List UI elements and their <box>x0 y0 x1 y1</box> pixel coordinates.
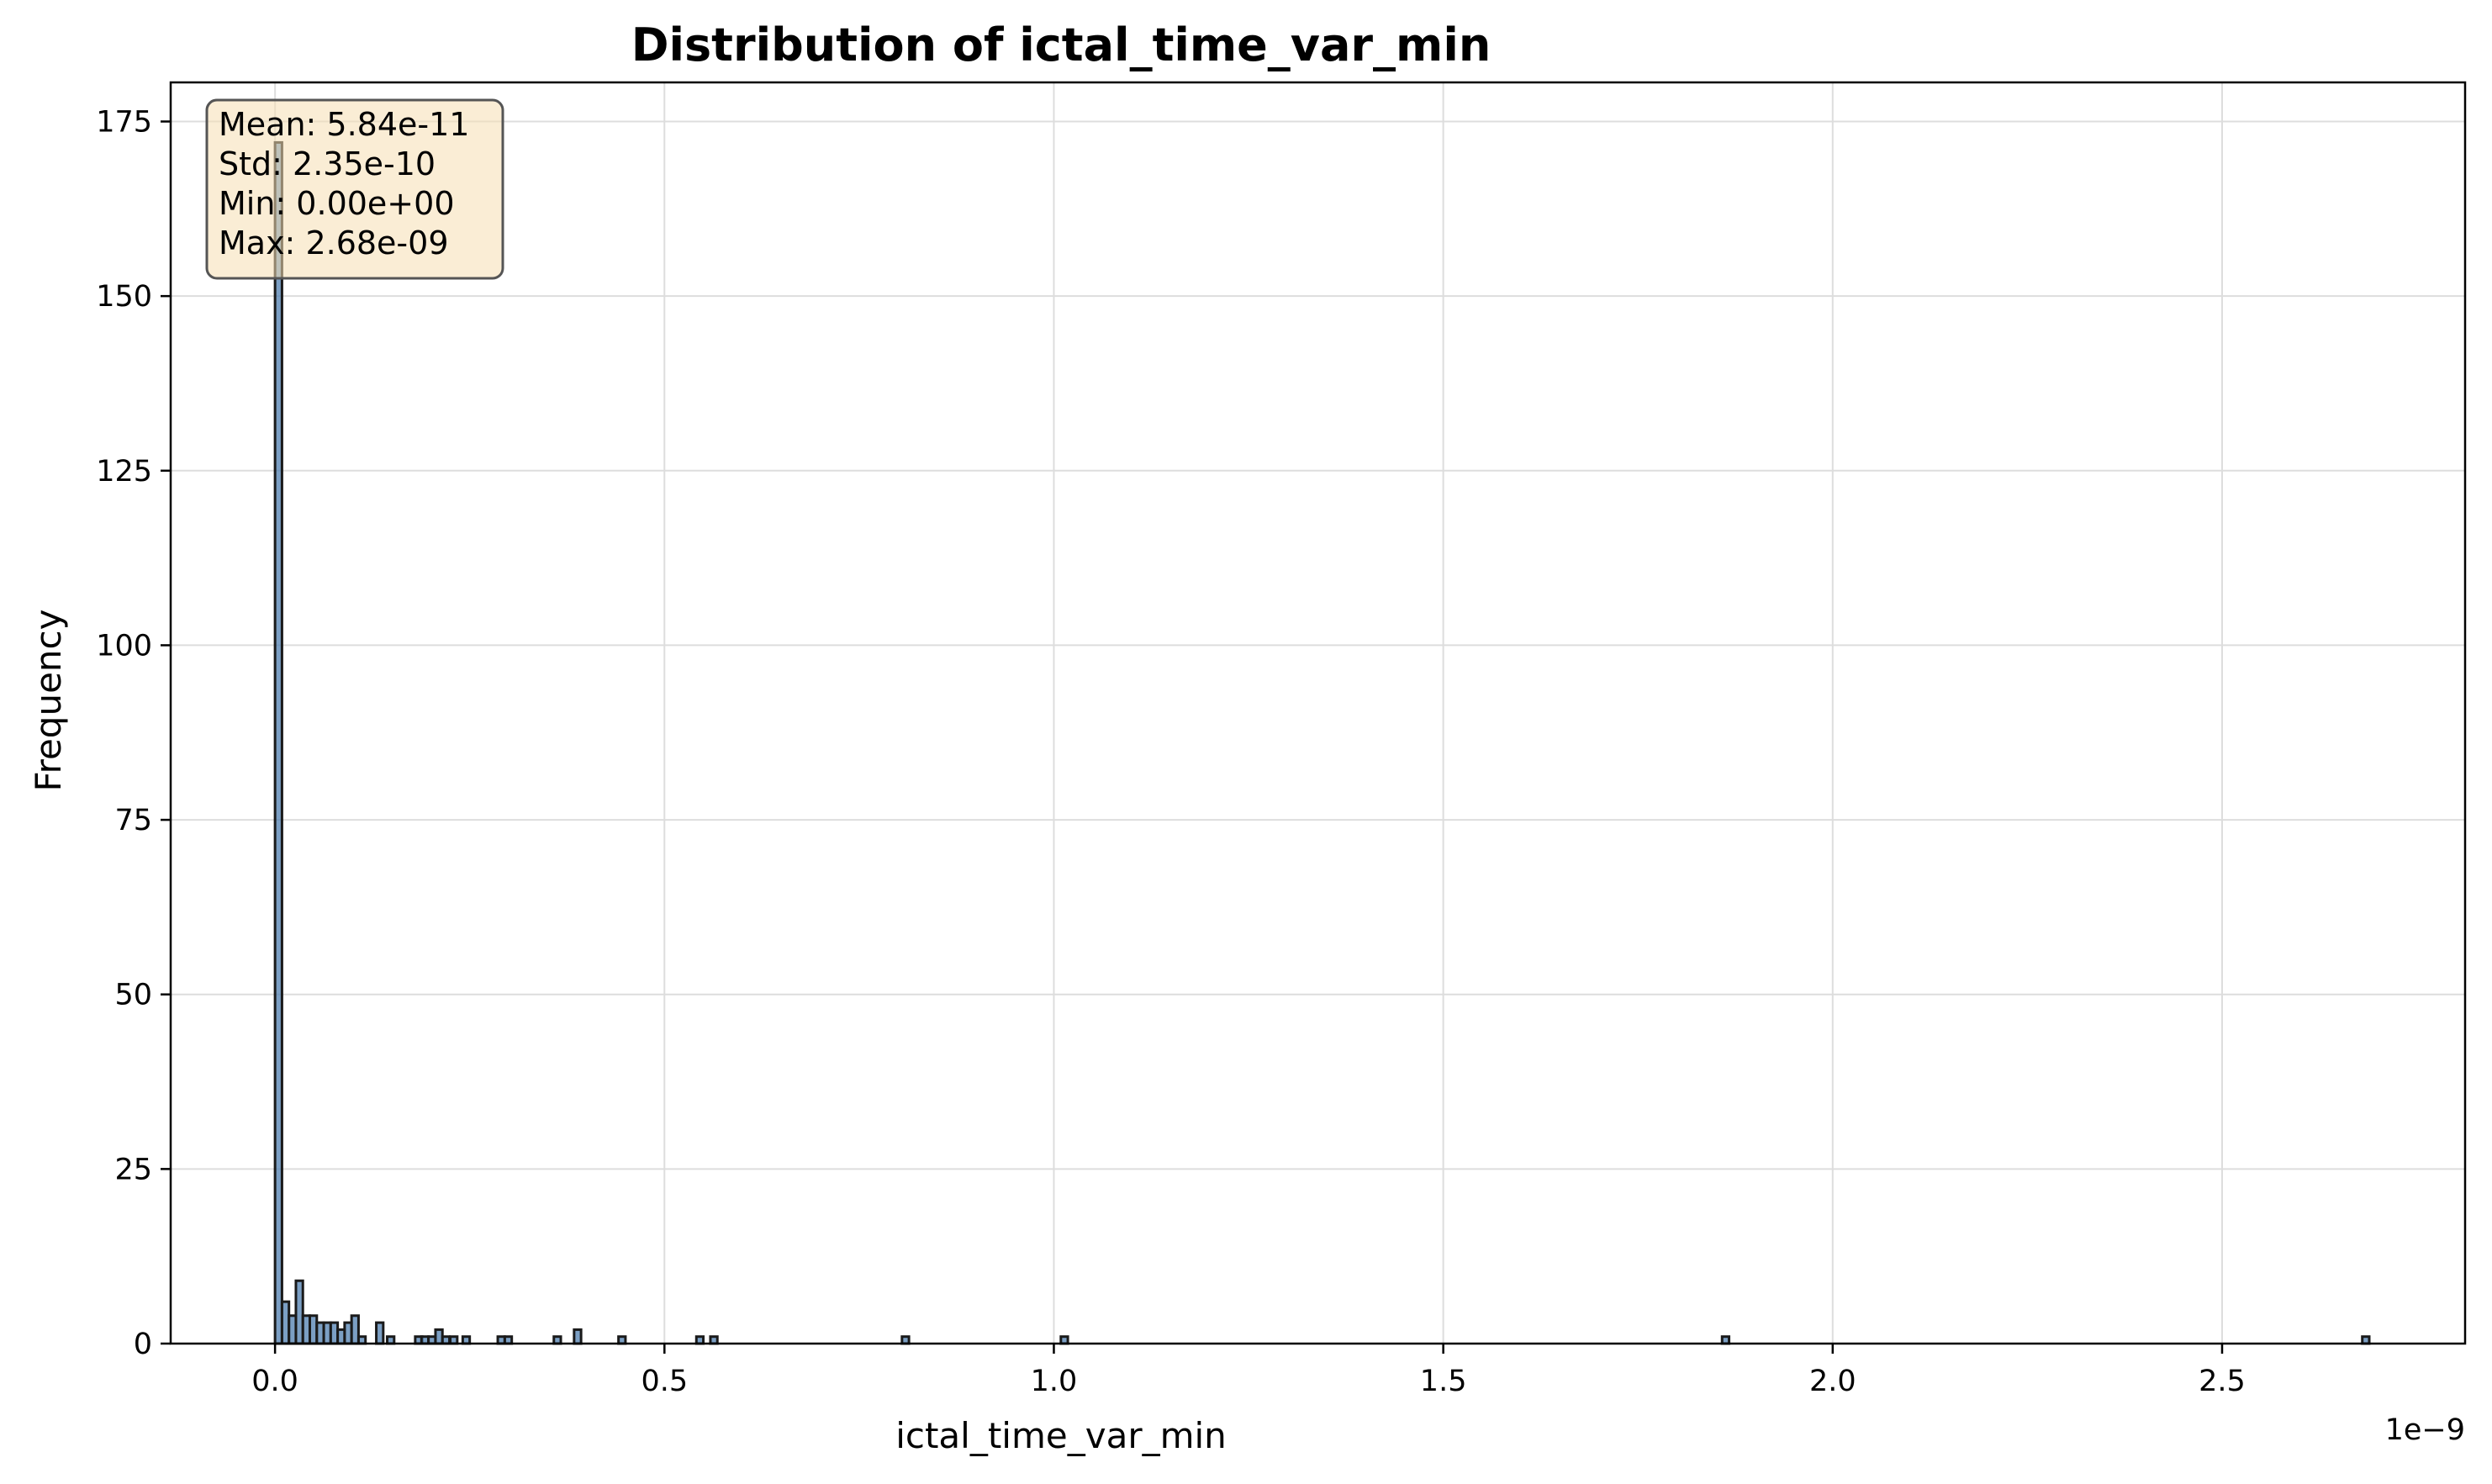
y-tick-label: 25 <box>114 1153 152 1186</box>
histogram-bars <box>273 140 2371 1345</box>
x-tick-label: 1.5 <box>1420 1365 1467 1398</box>
histogram-bar <box>573 1328 583 1345</box>
y-tick-label: 125 <box>96 455 152 489</box>
x-axis-label: ictal_time_var_min <box>895 1415 1227 1456</box>
axis-ticks: 0.0 0.5 1.0 1.5 2.0 2.5 0 25 50 75 100 125 150 175 <box>96 106 2246 1398</box>
x-tick-label: 1.0 <box>1031 1365 1078 1398</box>
y-axis-label: Frequency <box>28 610 69 792</box>
x-tick-label: 2.5 <box>2199 1365 2246 1398</box>
plot-frame <box>169 81 2467 1345</box>
x-tick-label: 0.0 <box>251 1365 298 1398</box>
stats-line: Std: 2.35e-10 <box>219 145 436 182</box>
chart-title: Distribution of ictal_time_var_min <box>631 18 1492 71</box>
histogram-bar <box>273 140 283 1345</box>
y-tick-label: 150 <box>96 280 152 314</box>
histogram-bar <box>375 1321 385 1345</box>
x-tick-label: 0.5 <box>641 1365 688 1398</box>
x-tick-label: 2.0 <box>1809 1365 1856 1398</box>
y-tick-label: 75 <box>114 804 152 837</box>
y-tick-label: 100 <box>96 629 152 663</box>
stats-line: Mean: 5.84e-11 <box>219 106 469 143</box>
stats-box-background <box>205 98 504 280</box>
y-tick-label: 0 <box>134 1328 152 1361</box>
stats-line: Max: 2.68e-09 <box>219 224 449 261</box>
y-tick-label: 50 <box>114 979 152 1012</box>
grid-lines <box>171 82 2465 1344</box>
y-tick-label: 175 <box>96 106 152 140</box>
x-axis-offset-label: 1e−9 <box>2385 1413 2465 1447</box>
stats-line: Min: 0.00e+00 <box>219 185 455 222</box>
